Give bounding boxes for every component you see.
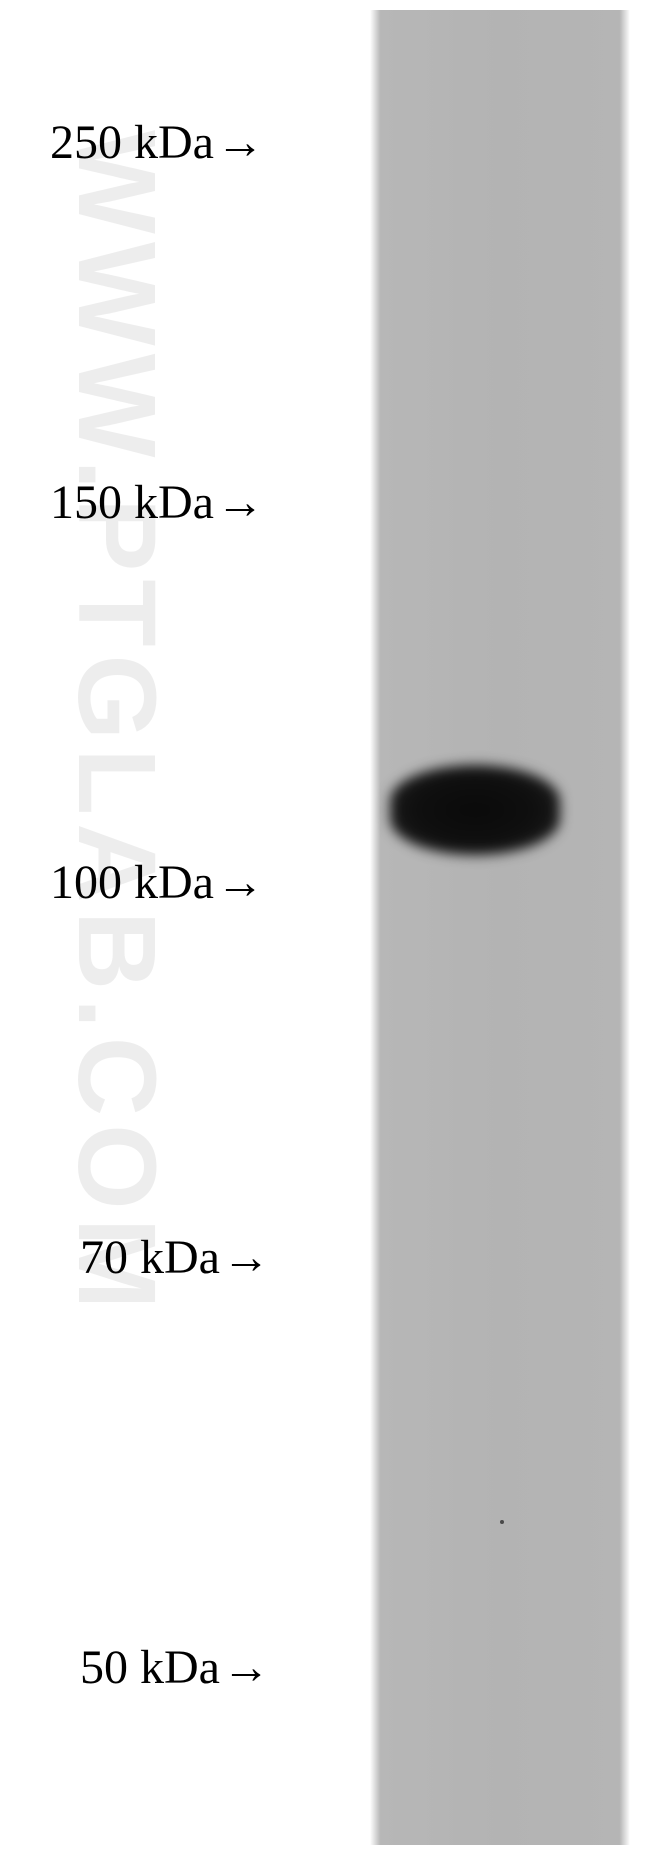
marker-text: 70 kDa [80,1230,220,1285]
arrow-icon: → [216,855,264,910]
watermark-text: WWW.PTGLAB.COM [53,130,180,1317]
arrow-icon: → [222,1640,270,1695]
protein-band [390,765,560,855]
marker-label-100-kDa: 100 kDa→ [50,855,264,910]
marker-label-250-kDa: 250 kDa→ [50,115,264,170]
arrow-icon: → [216,115,264,170]
marker-text: 50 kDa [80,1640,220,1695]
speck [500,1520,504,1524]
blot-lane [370,10,630,1845]
western-blot-figure: WWW.PTGLAB.COM 250 kDa→150 kDa→100 kDa→7… [0,0,650,1855]
marker-label-70-kDa: 70 kDa→ [80,1230,270,1285]
arrow-icon: → [216,475,264,530]
marker-text: 150 kDa [50,475,214,530]
marker-label-50-kDa: 50 kDa→ [80,1640,270,1695]
marker-text: 250 kDa [50,115,214,170]
marker-text: 100 kDa [50,855,214,910]
arrow-icon: → [222,1230,270,1285]
marker-label-150-kDa: 150 kDa→ [50,475,264,530]
